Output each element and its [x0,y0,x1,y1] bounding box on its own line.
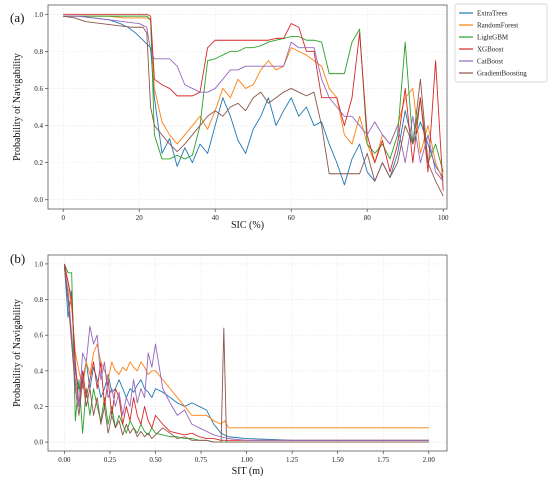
panel-b-chart: 0.00 0.25 0.50 0.75 1.00 1.25 1.50 1.75 2.00 0.0 0… [10,251,448,477]
panel-b-ytick-label-2: 0.4 [34,367,43,375]
panel-a-series-xgboost [63,13,444,191]
panel-b-series-catboost [63,267,429,441]
panel-a-xtick-label-4: 80 [364,214,372,222]
panel-b-ytick-label-4: 0.8 [34,296,43,304]
panel-b-xtick-label-4: 1.00 [240,456,253,464]
panel-a-plot-frame [47,4,448,210]
panel-a-xtick-label-0: 0 [61,214,65,222]
panel-a-xtick-label-1: 20 [136,214,144,222]
panel-b-ytick-label-5: 1.0 [34,260,43,268]
legend-entry-extratrees: ExtraTrees [477,10,508,18]
panel-a-label: (a) [10,10,24,25]
legend: ExtraTrees RandomForest LightGBM XGBoost Cat… [454,3,548,83]
legend-entry-gradientboosting: GradientBoosting [477,70,527,78]
panel-b-ytick-label-1: 0.2 [34,403,43,411]
panel-a-xtick-label-5: 100 [438,214,449,222]
legend-entry-randomforest: RandomForest [477,22,518,30]
panel-a-ytick-label-3: 0.6 [34,85,43,93]
panel-a-series-catboost [63,15,444,182]
panel-a-series-gradientboosting [63,15,444,197]
panel-a-series-extratrees [63,15,444,186]
panel-a-y-axis-label: Probability of Navigability [12,53,23,161]
panel-b-x-axis-label: SIT (m) [232,466,264,477]
panel-b-series-gradientboosting [63,267,429,443]
panel-b-series-extratrees [63,263,429,441]
panel-a-x-axis-label: SIC (%) [231,220,264,231]
panel-b-label: (b) [10,251,25,266]
panel-a-chart: 0 20 40 60 80 100 0.0 0.2 0.4 0.6 0.8 1.0 SIC (%) Pro… [10,4,449,231]
panel-b-xtick-label-0: 0.00 [58,456,71,464]
legend-entry-xgboost: XGBoost [477,46,504,54]
panel-b-xtick-label-5: 1.25 [286,456,299,464]
panel-b-plot-frame [47,254,448,452]
panel-b-xtick-label-2: 0.50 [149,456,162,464]
panel-b-xtick-label-1: 0.25 [104,456,117,464]
panel-a-ytick-label-2: 0.4 [34,122,43,130]
panel-a-xtick-label-3: 60 [288,214,296,222]
panel-b-y-axis-label: Probability of Navigability [12,299,23,407]
panel-b-ytick-label-3: 0.6 [34,332,43,340]
panel-b-xtick-label-6: 1.50 [332,456,345,464]
panel-a-series-lightgbm [63,15,444,173]
legend-entry-lightgbm: LightGBM [477,34,509,42]
legend-entry-catboost: CatBoost [477,58,503,66]
panel-b-xtick-label-8: 2.00 [423,456,436,464]
panel-a-ytick-label-0: 0.0 [34,196,43,204]
panel-b-series-xgboost [63,263,429,441]
panel-a-ytick-label-1: 0.2 [34,159,43,167]
panel-b-xtick-label-3: 0.75 [195,456,208,464]
panel-a-ytick-label-5: 1.0 [34,11,43,19]
panel-b-ytick-label-0: 0.0 [34,439,43,447]
panel-b-xtick-label-7: 1.75 [377,456,390,464]
legend-box [454,3,548,83]
panel-a-xtick-label-2: 40 [212,214,220,222]
panel-a-ytick-label-4: 0.8 [34,48,43,56]
